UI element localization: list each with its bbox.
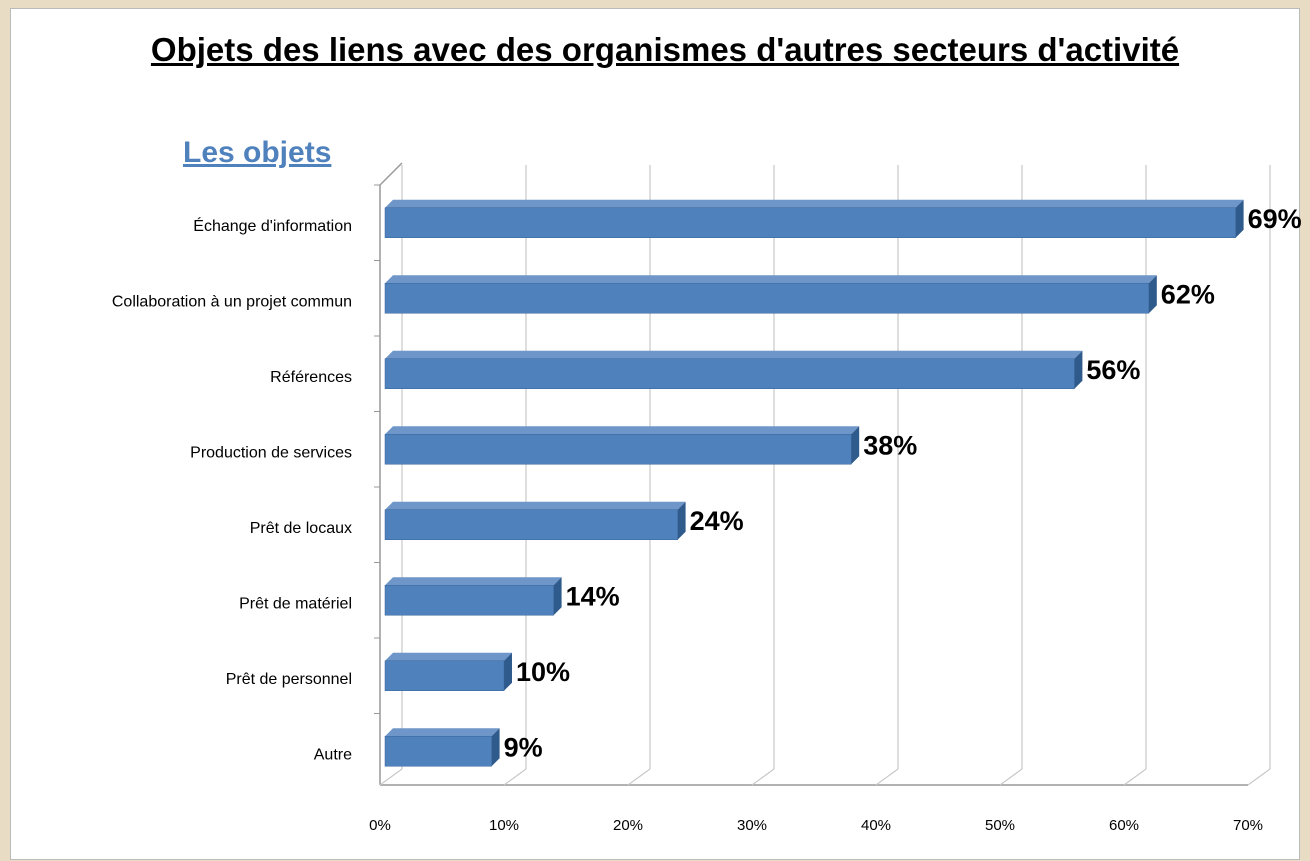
bar-side bbox=[1148, 275, 1157, 314]
bar-side bbox=[504, 652, 512, 691]
bar bbox=[384, 283, 1150, 314]
data-label: 24% bbox=[690, 506, 744, 536]
bar-side bbox=[1235, 199, 1244, 238]
bar bbox=[384, 207, 1236, 238]
data-label: 10% bbox=[516, 657, 570, 687]
x-tick-label: 60% bbox=[1109, 817, 1139, 834]
y-tick-label: Prêt de locaux bbox=[250, 520, 352, 537]
grid-line-floor bbox=[875, 768, 899, 786]
data-label: 62% bbox=[1161, 279, 1215, 309]
x-tick-label: 40% bbox=[861, 817, 891, 834]
data-label: 38% bbox=[863, 430, 917, 460]
grid-line-floor bbox=[379, 768, 403, 786]
y-tick-label: Références bbox=[270, 369, 352, 386]
y-tick-label: Production de services bbox=[190, 444, 352, 461]
bar-top bbox=[385, 275, 1157, 284]
x-tick-label: 70% bbox=[1233, 817, 1263, 834]
grid-line-floor bbox=[503, 768, 527, 786]
data-label: 9% bbox=[504, 732, 543, 762]
x-tick-label: 20% bbox=[613, 817, 643, 834]
bar-top bbox=[385, 350, 1083, 359]
bar bbox=[384, 358, 1075, 389]
data-label: 69% bbox=[1248, 204, 1302, 234]
axis-wall bbox=[379, 162, 403, 785]
bar-side bbox=[1074, 350, 1083, 389]
bar bbox=[384, 736, 492, 767]
x-tick-label: 0% bbox=[369, 817, 391, 834]
grid-line-floor bbox=[1247, 768, 1271, 786]
bar-top bbox=[385, 501, 686, 510]
bar bbox=[384, 660, 505, 691]
bar-top bbox=[385, 577, 562, 586]
bar bbox=[384, 434, 852, 465]
y-tick-label: Prêt de personnel bbox=[226, 671, 352, 688]
data-label: 56% bbox=[1086, 355, 1140, 385]
data-label: 14% bbox=[566, 581, 620, 611]
bar-side bbox=[491, 728, 500, 767]
y-tick-label: Collaboration à un projet commun bbox=[112, 293, 352, 310]
y-tick-label: Prêt de matériel bbox=[239, 595, 352, 612]
bar-side bbox=[677, 501, 686, 540]
bar bbox=[384, 509, 678, 540]
bar-top bbox=[385, 652, 512, 661]
bar-top bbox=[385, 728, 500, 737]
chart-subtitle: Les objets bbox=[183, 136, 332, 169]
grid-line-floor bbox=[627, 768, 651, 786]
grid-line-floor bbox=[1123, 768, 1147, 786]
bar-top bbox=[385, 426, 860, 435]
x-tick-label: 10% bbox=[489, 817, 519, 834]
bar bbox=[384, 585, 554, 616]
bar-top bbox=[385, 199, 1244, 208]
y-tick-label: Autre bbox=[314, 746, 352, 763]
grid-line-floor bbox=[751, 768, 775, 786]
grid-line-floor bbox=[999, 768, 1023, 786]
bar-side bbox=[851, 426, 860, 465]
chart-title: Objets des liens avec des organismes d'a… bbox=[150, 31, 1180, 68]
bar-side bbox=[553, 577, 562, 616]
x-tick-label: 30% bbox=[737, 817, 767, 834]
y-tick-label: Échange d'information bbox=[193, 216, 352, 235]
x-tick-label: 50% bbox=[985, 817, 1015, 834]
